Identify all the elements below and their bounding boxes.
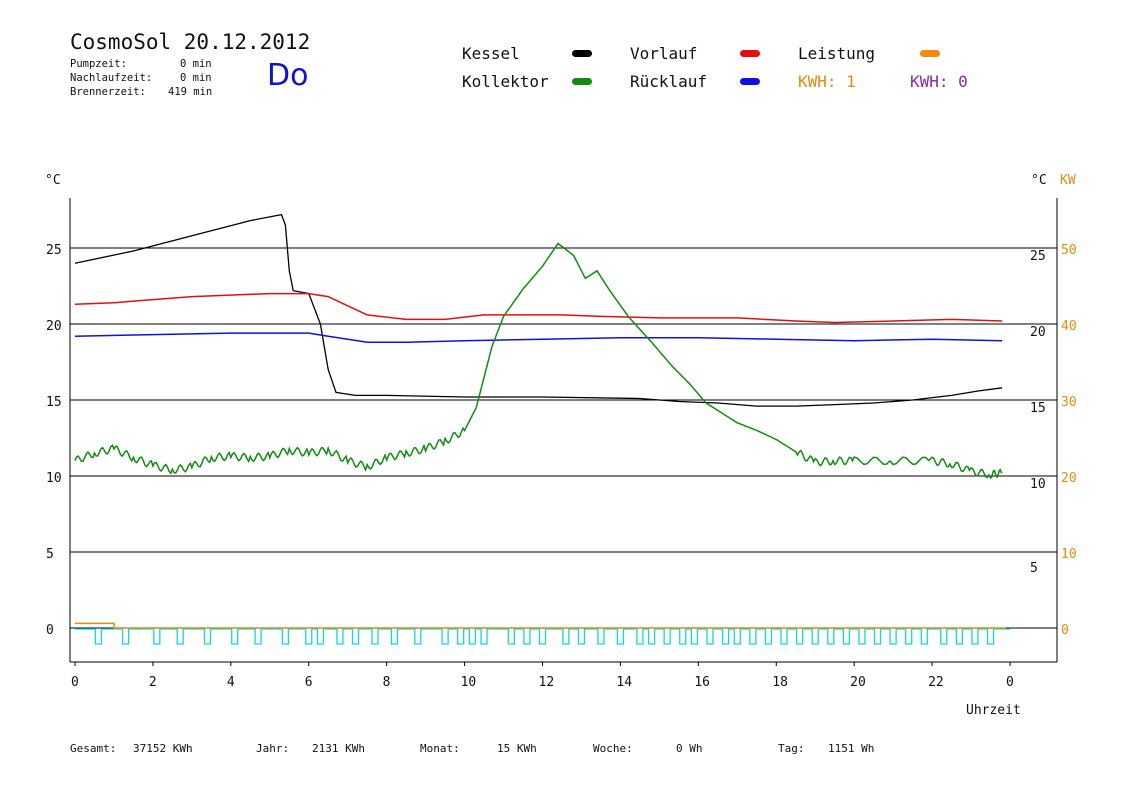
y-right-power-tick-20: 20 — [1061, 471, 1077, 486]
series-line-vorlauf — [74, 292, 1003, 324]
legend-ruecklauf-swatch — [740, 78, 760, 85]
x-axis-label: Uhrzeit — [966, 703, 1021, 718]
footer-gesamt-value: 37152 KWh — [133, 742, 193, 755]
x-tick-label-5: 10 — [461, 675, 477, 690]
stat-value-brennerzeit: 419 min — [168, 86, 213, 98]
kwh-2-label: KWH: 0 — [910, 72, 968, 91]
legend-leistung-swatch — [920, 50, 940, 57]
footer-monat-value: 15 KWh — [497, 742, 537, 755]
y-right-power-tick-50: 50 — [1061, 243, 1077, 258]
x-tick-label-3: 6 — [305, 675, 313, 690]
y-right-power-unit: KW — [1060, 173, 1076, 188]
legend-kollektor-swatch — [572, 78, 592, 85]
footer-jahr-value: 2131 KWh — [312, 742, 365, 755]
y-right-temp-tick-5: 5 — [1030, 561, 1038, 576]
x-tick-label-6: 12 — [539, 675, 555, 690]
x-tick-label-11: 22 — [928, 675, 944, 690]
y-left-tick-5: 5 — [46, 547, 54, 562]
legend-leistung-label: Leistung — [798, 44, 876, 63]
x-tick-label-0: 0 — [71, 675, 79, 690]
footer-woche-label: Woche: — [593, 742, 633, 755]
footer-jahr-label: Jahr: — [256, 742, 290, 755]
series-line-leistung — [75, 622, 1007, 629]
y-left-tick-10: 10 — [46, 471, 62, 486]
x-tick-label-1: 2 — [149, 675, 157, 690]
x-tick-label-2: 4 — [227, 675, 235, 690]
y-right-power-tick-0: 0 — [1061, 623, 1069, 638]
legend-kessel-swatch — [572, 50, 592, 57]
footer-tag-value: 1151 Wh — [828, 742, 875, 755]
kwh-1-label: KWH: 1 — [798, 72, 856, 91]
y-right-power-tick-40: 40 — [1061, 319, 1077, 334]
y-right-temp-tick-10: 10 — [1030, 477, 1046, 492]
footer-monat-label: Monat: — [420, 742, 460, 755]
y-right-temp-tick-20: 20 — [1030, 325, 1046, 340]
x-tick-label-12: 0 — [1006, 675, 1014, 690]
y-left-tick-25: 25 — [46, 243, 62, 258]
stat-label-pumpzeit: Pumpzeit: — [70, 58, 127, 70]
x-tick-label-9: 18 — [772, 675, 788, 690]
legend-vorlauf-swatch — [740, 50, 760, 57]
y-right-temp-tick-15: 15 — [1030, 401, 1046, 416]
pump-pulse-line — [75, 628, 1010, 645]
y-right-power-tick-10: 10 — [1061, 547, 1077, 562]
legend-vorlauf-label: Vorlauf — [630, 44, 698, 63]
y-left-tick-20: 20 — [46, 319, 62, 334]
stat-value-nachlaufzeit: 0 min — [180, 72, 212, 84]
x-tick-label-4: 8 — [383, 675, 391, 690]
x-tick-label-7: 14 — [616, 675, 632, 690]
y-right-temp-tick-25: 25 — [1030, 249, 1046, 264]
app-title: CosmoSol 20.12.2012 — [70, 30, 311, 54]
y-left-tick-15: 15 — [46, 395, 62, 410]
weekday-label: Do — [267, 58, 309, 93]
x-tick-label-8: 16 — [694, 675, 710, 690]
footer-woche-value: 0 Wh — [676, 742, 703, 755]
legend-kollektor-label: Kollektor — [462, 72, 549, 91]
y-right-temp-unit: °C — [1031, 173, 1047, 188]
series-line-kessel — [74, 213, 1003, 407]
stat-label-nachlaufzeit: Nachlaufzeit: — [70, 72, 153, 84]
footer-gesamt-label: Gesamt: — [70, 742, 117, 755]
series-line-kollektor — [74, 242, 1003, 479]
footer-tag-label: Tag: — [778, 742, 805, 755]
legend-ruecklauf-label: Rücklauf — [630, 72, 708, 91]
series-line-rcklauf — [74, 332, 1003, 343]
y-left-tick-0: 0 — [46, 623, 54, 638]
y-left-unit: °C — [45, 173, 61, 188]
stat-value-pumpzeit: 0 min — [180, 58, 212, 70]
stat-label-brennerzeit: Brennerzeit: — [70, 86, 146, 98]
y-right-power-tick-30: 30 — [1061, 395, 1077, 410]
x-tick-label-10: 20 — [850, 675, 866, 690]
legend-kessel-label: Kessel — [462, 44, 520, 63]
